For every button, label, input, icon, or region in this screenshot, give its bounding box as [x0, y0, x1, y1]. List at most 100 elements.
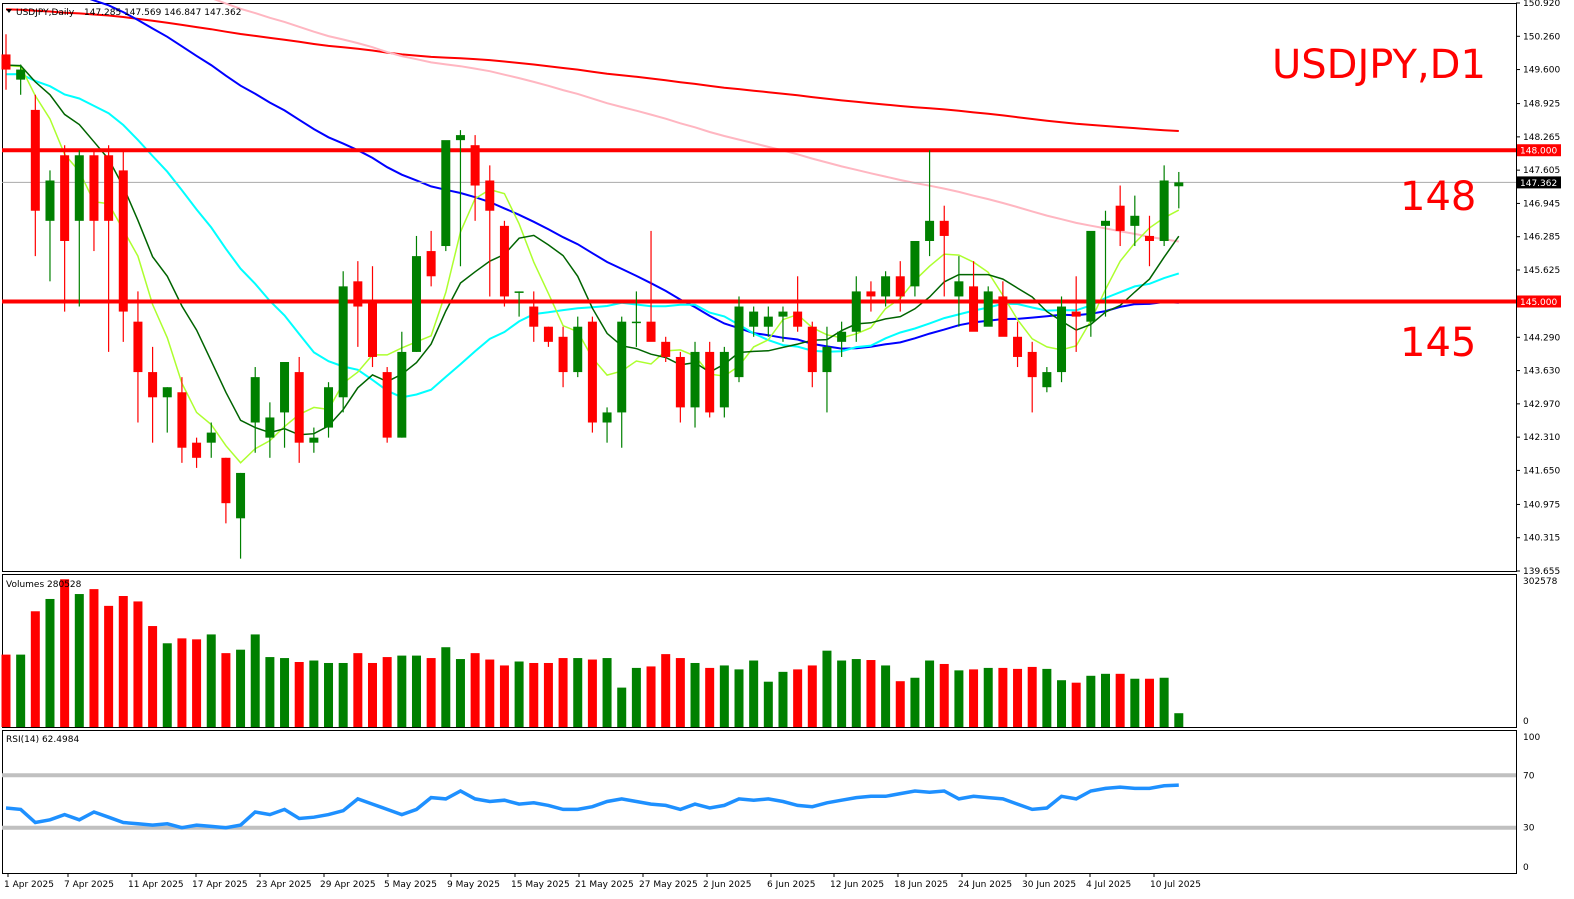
- volume-bar: [177, 638, 187, 727]
- candle-body: [514, 291, 524, 293]
- volume-bar: [1071, 682, 1081, 727]
- candle: [925, 150, 935, 257]
- rsi-scale-70: 70: [1523, 771, 1535, 781]
- main-panel-frame: [2, 3, 1517, 572]
- candle-body: [734, 306, 744, 378]
- volume-bar: [411, 655, 421, 727]
- candle-body: [1174, 182, 1184, 187]
- candle-body: [236, 472, 246, 519]
- current-price-label: 147.362: [1520, 179, 1557, 189]
- volume-bar: [866, 660, 876, 727]
- candle: [1027, 341, 1037, 413]
- volume-bar: [837, 660, 847, 727]
- candle: [602, 407, 612, 443]
- volume-bar: [734, 669, 744, 727]
- candle-body: [45, 180, 55, 221]
- volume-bar: [192, 639, 202, 727]
- time-tick-label: 11 Apr 2025: [128, 880, 184, 890]
- ma-dark-line: [5, 64, 1180, 436]
- candle-body: [192, 442, 202, 458]
- volume-bar: [368, 662, 377, 727]
- candle-body: [368, 301, 377, 357]
- candle-body: [558, 336, 568, 373]
- candle-body: [280, 362, 290, 413]
- candle: [1086, 230, 1096, 337]
- volume-bar: [895, 681, 905, 727]
- level-145-label-box: [1517, 295, 1561, 308]
- candle-body: [778, 311, 788, 317]
- candle: [1042, 367, 1052, 393]
- time-tick-label: 24 Jun 2025: [958, 880, 1012, 890]
- volume-bar: [910, 677, 920, 727]
- candle-body: [118, 170, 128, 312]
- candle-body: [983, 291, 993, 327]
- candle-body: [705, 351, 715, 413]
- candle: [734, 296, 744, 383]
- candle-body: [675, 356, 685, 408]
- candle: [118, 150, 128, 342]
- price-tick-label: 141.650: [1523, 466, 1560, 476]
- volume-bar: [617, 687, 627, 727]
- candle: [148, 346, 158, 443]
- time-tick-label: 21 May 2025: [575, 880, 634, 890]
- volume-bar: [1086, 675, 1096, 727]
- candle: [250, 367, 260, 453]
- ma-pink-line: [213, 0, 1179, 243]
- candle-body: [1071, 311, 1081, 317]
- candle: [324, 382, 334, 438]
- time-tick-label: 2 Jun 2025: [703, 880, 751, 890]
- volume-bar: [690, 662, 700, 727]
- candle: [89, 150, 99, 252]
- candle: [543, 326, 553, 347]
- price-tick-label: 148.265: [1523, 133, 1560, 143]
- candle: [514, 291, 524, 317]
- volume-bar: [661, 654, 671, 727]
- volume-bar: [1159, 677, 1169, 727]
- price-tick-label: 140.315: [1523, 534, 1560, 544]
- candle: [719, 346, 729, 418]
- candle: [382, 367, 392, 443]
- price-tick-label: 146.945: [1523, 199, 1560, 209]
- candle: [294, 356, 304, 463]
- volume-bar: [969, 669, 979, 727]
- candle: [353, 261, 363, 347]
- volume-bar: [1042, 668, 1052, 727]
- candle-body: [470, 145, 480, 186]
- candle-body: [1130, 215, 1140, 226]
- volume-bar: [324, 662, 334, 727]
- volume-bar: [543, 662, 553, 727]
- candle-body: [895, 276, 905, 297]
- volume-bar: [221, 653, 231, 727]
- volume-bar: [602, 658, 612, 727]
- candle-body: [221, 457, 231, 504]
- candle-body: [954, 281, 964, 297]
- volume-bar: [558, 658, 568, 727]
- candle: [749, 306, 759, 337]
- price-tick-label: 140.975: [1523, 500, 1560, 510]
- candle-body: [104, 155, 114, 221]
- time-tick-label: 7 Apr 2025: [64, 880, 114, 890]
- volume-max-label: 302578: [1523, 577, 1558, 587]
- candle-body: [910, 240, 920, 287]
- price-tick-label: 147.605: [1523, 166, 1560, 176]
- candle: [221, 457, 231, 524]
- volume-bar: [719, 665, 729, 727]
- rsi-label: RSI(14) 62.4984: [6, 735, 79, 745]
- candle-body: [881, 276, 891, 297]
- time-tick-label: 12 Jun 2025: [830, 880, 884, 890]
- candle: [455, 130, 465, 267]
- time-tick-label: 9 May 2025: [447, 880, 500, 890]
- candle: [690, 341, 700, 428]
- candle-body: [1042, 372, 1052, 388]
- rsi-panel-frame: [2, 730, 1517, 874]
- candle: [529, 291, 539, 342]
- moving-averages: [5, 0, 1180, 464]
- candle: [851, 276, 861, 342]
- candle-body: [206, 432, 216, 443]
- candle-body: [1159, 180, 1169, 241]
- price-tick-label: 150.260: [1523, 32, 1560, 42]
- candle: [133, 291, 143, 423]
- candle-body: [1115, 205, 1125, 231]
- candle-body: [411, 256, 421, 352]
- volume-bar: [1, 654, 11, 727]
